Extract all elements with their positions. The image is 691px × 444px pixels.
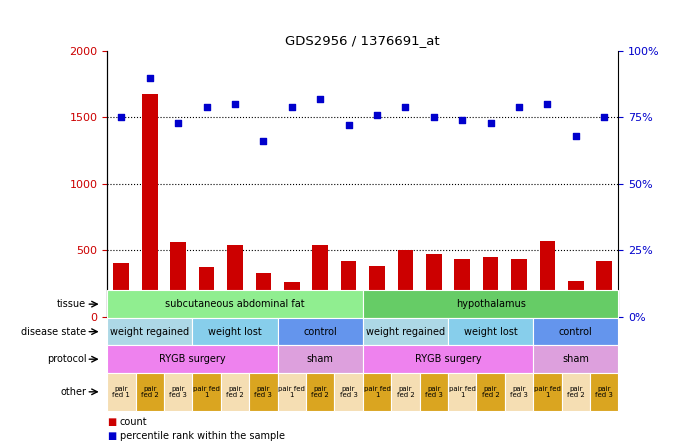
Point [229,101,240,108]
Text: disease state: disease state [21,327,86,337]
Text: subcutaneous abdominal fat: subcutaneous abdominal fat [165,299,305,309]
Text: protocol: protocol [47,354,86,364]
Text: pair
fed 3: pair fed 3 [340,385,357,398]
Point [201,103,212,111]
Bar [256,273,271,317]
Text: pair
fed 2: pair fed 2 [141,385,159,398]
Text: pair fed
1: pair fed 1 [534,385,561,398]
Text: pair fed
1: pair fed 1 [278,385,305,398]
Text: control: control [303,327,337,337]
Text: other: other [60,387,86,397]
Text: pair fed
1: pair fed 1 [448,385,475,398]
Text: pair
fed 2: pair fed 2 [482,385,500,398]
Bar [596,261,612,317]
Text: weight lost: weight lost [464,327,518,337]
Text: pair
fed 2: pair fed 2 [567,385,585,398]
Point [144,74,155,81]
Text: control: control [559,327,593,337]
Text: pair
fed 3: pair fed 3 [169,385,187,398]
Text: pair
fed 3: pair fed 3 [425,385,443,398]
Bar [511,259,527,317]
Text: pair fed
1: pair fed 1 [363,385,390,398]
Text: pair fed
1: pair fed 1 [193,385,220,398]
Text: pair
fed 3: pair fed 3 [510,385,528,398]
Point [314,95,325,103]
Text: sham: sham [307,354,334,364]
Bar [113,263,129,317]
Point [457,116,468,123]
Point [173,119,184,126]
Bar [483,257,498,317]
Text: pair
fed 3: pair fed 3 [254,385,272,398]
Point [428,114,439,121]
Text: pair
fed 3: pair fed 3 [596,385,613,398]
Bar [397,250,413,317]
Text: RYGB surgery: RYGB surgery [415,354,482,364]
Text: GDS2956 / 1376691_at: GDS2956 / 1376691_at [285,34,440,47]
Point [570,132,581,139]
Text: ■: ■ [107,416,116,427]
Text: pair
fed 2: pair fed 2 [397,385,415,398]
Text: weight regained: weight regained [366,327,445,337]
Text: ■: ■ [107,431,116,440]
Bar [199,267,214,317]
Bar [369,266,385,317]
Point [485,119,496,126]
Bar [341,261,357,317]
Point [286,103,297,111]
Text: RYGB surgery: RYGB surgery [159,354,226,364]
Bar [142,94,158,317]
Bar [170,242,186,317]
Text: pair
fed 2: pair fed 2 [311,385,329,398]
Text: sham: sham [562,354,589,364]
Bar [426,254,442,317]
Bar [284,282,300,317]
Text: hypothalamus: hypothalamus [455,299,526,309]
Text: pair
fed 2: pair fed 2 [226,385,244,398]
Bar [227,245,243,317]
Bar [540,241,556,317]
Text: count: count [120,416,147,427]
Bar [455,259,470,317]
Point [343,122,354,129]
Text: tissue: tissue [57,299,86,309]
Point [542,101,553,108]
Point [116,114,127,121]
Text: percentile rank within the sample: percentile rank within the sample [120,431,285,440]
Bar [568,281,584,317]
Bar [312,245,328,317]
Point [598,114,609,121]
Text: pair
fed 1: pair fed 1 [113,385,130,398]
Point [372,111,383,118]
Text: weight regained: weight regained [110,327,189,337]
Point [513,103,524,111]
Point [258,138,269,145]
Text: weight lost: weight lost [208,327,262,337]
Point [400,103,411,111]
